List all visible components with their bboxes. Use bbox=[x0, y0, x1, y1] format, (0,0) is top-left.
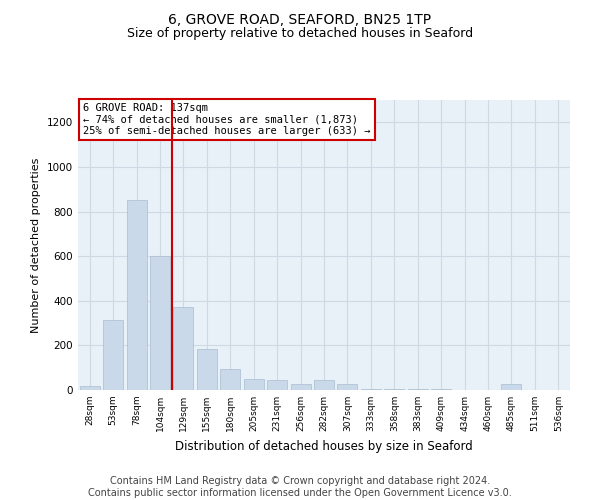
Bar bbox=[173, 308, 193, 390]
Bar bbox=[150, 256, 170, 390]
Bar bbox=[502, 384, 521, 390]
Bar bbox=[385, 389, 404, 390]
Bar bbox=[197, 348, 217, 390]
Bar bbox=[314, 380, 334, 390]
Bar bbox=[103, 320, 123, 390]
Bar bbox=[220, 369, 240, 390]
Bar bbox=[80, 386, 100, 390]
Bar bbox=[408, 389, 428, 390]
Text: 6, GROVE ROAD, SEAFORD, BN25 1TP: 6, GROVE ROAD, SEAFORD, BN25 1TP bbox=[169, 12, 431, 26]
Text: 6 GROVE ROAD: 137sqm
← 74% of detached houses are smaller (1,873)
25% of semi-de: 6 GROVE ROAD: 137sqm ← 74% of detached h… bbox=[83, 103, 370, 136]
Text: Size of property relative to detached houses in Seaford: Size of property relative to detached ho… bbox=[127, 28, 473, 40]
Bar bbox=[244, 379, 263, 390]
Bar bbox=[127, 200, 146, 390]
Text: Contains HM Land Registry data © Crown copyright and database right 2024.
Contai: Contains HM Land Registry data © Crown c… bbox=[88, 476, 512, 498]
Bar bbox=[290, 384, 311, 390]
Bar bbox=[337, 384, 358, 390]
Bar bbox=[431, 389, 451, 390]
Y-axis label: Number of detached properties: Number of detached properties bbox=[31, 158, 41, 332]
X-axis label: Distribution of detached houses by size in Seaford: Distribution of detached houses by size … bbox=[175, 440, 473, 452]
Bar bbox=[361, 389, 381, 390]
Bar bbox=[267, 380, 287, 390]
